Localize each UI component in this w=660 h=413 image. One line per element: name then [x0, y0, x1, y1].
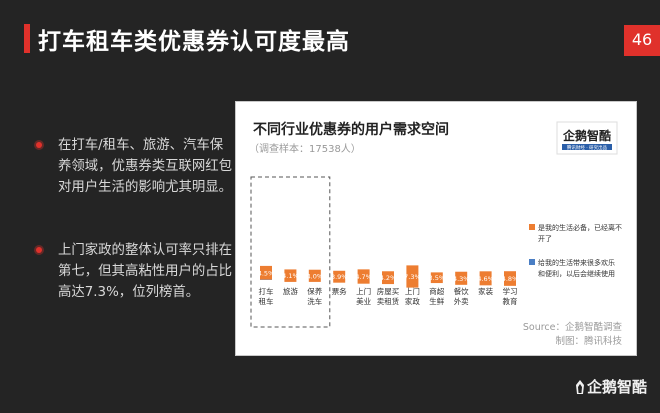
- chart-credit: 制图：腾讯科技: [555, 335, 622, 347]
- category-label: 上门: [405, 287, 420, 296]
- category-label: 票务: [332, 286, 347, 296]
- legend-label: 开了: [538, 235, 552, 243]
- category-label: 上门: [356, 287, 371, 296]
- category-label: 家装: [478, 286, 493, 296]
- page-number: 46: [624, 25, 660, 54]
- data-label-blue: 71.6%: [378, 300, 399, 308]
- data-label-orange: 4.0%: [307, 272, 324, 280]
- data-label-orange: 4.6%: [477, 275, 494, 283]
- data-label-blue: 73.3%: [280, 298, 301, 306]
- chart-svg: 不同行业优惠券的用户需求空间 （调查样本：17538人） 企鹅智酷 腾讯财经 ·…: [249, 121, 623, 347]
- bullet-item-2: 上门家政的整体认可率只排在第七，但其高粘性用户的占比高达7.3%，位列榜首。: [36, 240, 236, 303]
- data-label-blue: 72.4%: [426, 299, 447, 307]
- category-label: 打车: [259, 286, 274, 296]
- category-label: 商超: [429, 286, 444, 296]
- slide-title: 打车租车类优惠券认可度最高: [38, 29, 350, 55]
- bar-segment-orange: [284, 269, 297, 282]
- legend-label: 是我的生活必备，已经离不: [538, 223, 622, 232]
- data-label-orange: 7.3%: [404, 273, 421, 281]
- brand-mark: 企鹅智酷: [575, 376, 647, 397]
- data-label-orange: 3.5%: [429, 274, 446, 282]
- bar-segment-orange: [260, 265, 272, 280]
- bar-segment-orange: [455, 271, 468, 285]
- logo: 企鹅智酷 腾讯财经 · 研究出品: [556, 121, 618, 155]
- legend-swatch-blue: [529, 259, 535, 265]
- logo-subtitle: 腾讯财经 · 研究出品: [567, 144, 608, 151]
- data-label-blue: 72.7%: [329, 299, 350, 307]
- page-number-underline: [624, 54, 660, 56]
- category-label: 洗车: [307, 296, 322, 306]
- legend-label: 和便利，以后会继续使用: [538, 269, 615, 278]
- category-label: 保养: [307, 286, 322, 296]
- bar-segment-orange: [479, 271, 492, 286]
- highlight-box: [250, 176, 331, 328]
- category-label: 租车: [259, 296, 274, 306]
- bar-segment-orange: [430, 272, 443, 284]
- category-label: 教育: [503, 296, 518, 306]
- bullet-text: 上门家政的整体认可率只排在第七，但其高粘性用户的占比高达7.3%，位列榜首。: [58, 243, 233, 300]
- bar-segment-orange: [357, 269, 370, 284]
- logo-text: 企鹅智酷: [562, 128, 611, 143]
- chart-source: Source：企鹅智酷调查: [523, 321, 623, 333]
- bar-segment-orange: [308, 269, 321, 282]
- bar-segment-orange: [382, 271, 394, 285]
- category-label: 房屋买: [377, 286, 400, 296]
- category-label: 外卖: [454, 296, 469, 306]
- category-label: 学习: [503, 286, 518, 296]
- data-label-blue: 73.3%: [304, 298, 325, 306]
- data-label-orange: 4.7%: [355, 273, 372, 281]
- data-label-blue: 70.6%: [475, 301, 496, 309]
- title-accent-bar: [24, 24, 30, 53]
- data-label-orange: 3.9%: [331, 273, 348, 281]
- bullet-dot-icon: [36, 142, 42, 148]
- bar-segment-orange: [406, 265, 419, 288]
- bar-segment-orange: [504, 271, 516, 286]
- category-label: 旅游: [283, 286, 298, 296]
- bullet-item-1: 在打车/租车、旅游、汽车保养领域，优惠券类互联网红包对用户生活的影响尤其明显。: [36, 135, 236, 198]
- category-label: 餐饮: [454, 286, 469, 296]
- data-label-orange: 4.5%: [258, 269, 275, 277]
- chart-subtitle: （调查样本：17538人）: [249, 142, 361, 155]
- category-label: 美业: [356, 296, 371, 306]
- bullet-text: 在打车/租车、旅游、汽车保养领域，优惠券类互联网红包对用户生活的影响尤其明显。: [58, 138, 233, 195]
- category-label: 生鲜: [429, 296, 444, 306]
- data-label-blue: 75.1%: [256, 296, 277, 304]
- data-label-blue: 70.2%: [500, 302, 521, 310]
- bar-segment-orange: [333, 270, 346, 283]
- legend-label: 给我的生活带来很多欢乐: [538, 258, 615, 267]
- bullet-dot-icon: [36, 247, 42, 253]
- category-label: 家政: [405, 296, 420, 306]
- data-label-orange: 4.8%: [502, 275, 519, 283]
- data-label-orange: 4.2%: [380, 274, 397, 282]
- data-label-orange: 4.1%: [282, 272, 299, 280]
- brand-text: 企鹅智酷: [587, 378, 648, 396]
- data-label-orange: 4.3%: [453, 275, 470, 283]
- data-label-blue: 68.8%: [402, 304, 423, 312]
- penguin-icon: [576, 380, 584, 394]
- category-label: 卖租赁: [377, 297, 400, 306]
- chart-title: 不同行业优惠券的用户需求空间: [253, 121, 449, 138]
- chart-panel: 不同行业优惠券的用户需求空间 （调查样本：17538人） 企鹅智酷 腾讯财经 ·…: [235, 101, 637, 356]
- data-label-blue: 71.9%: [353, 300, 374, 308]
- data-label-blue: 71.0%: [451, 301, 472, 309]
- legend-swatch-orange: [529, 224, 535, 230]
